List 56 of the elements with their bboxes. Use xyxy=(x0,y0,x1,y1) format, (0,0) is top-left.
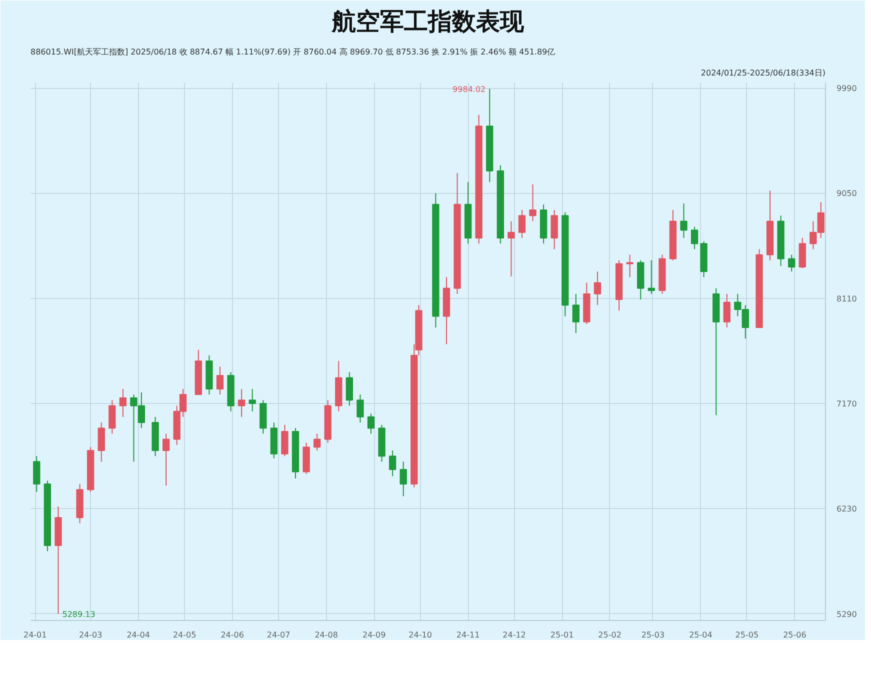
candlestick xyxy=(313,433,321,451)
candlestick xyxy=(281,424,288,457)
candlestick xyxy=(680,203,688,238)
y-tick-label: 6230 xyxy=(836,504,857,514)
chart-title: 航空军工指数表现 xyxy=(331,8,525,36)
candlestick xyxy=(108,400,116,434)
candlestick xyxy=(508,220,515,277)
candlestick xyxy=(798,237,806,269)
annotation: 5289.13 xyxy=(62,610,96,619)
candlestick xyxy=(346,372,354,406)
candlestick xyxy=(162,433,170,486)
candlestick xyxy=(388,450,396,477)
candlestick xyxy=(723,293,730,328)
candlestick xyxy=(367,413,375,434)
candlestick xyxy=(648,260,655,294)
x-tick-label: 24-01 xyxy=(24,630,47,640)
candlestick xyxy=(119,388,127,418)
candlestick xyxy=(400,461,407,497)
candlestick xyxy=(626,254,634,278)
x-tick-label: 25-05 xyxy=(735,630,759,640)
y-tick-label: 7170 xyxy=(836,400,857,409)
y-tick-label: 9050 xyxy=(836,189,857,198)
candlestick xyxy=(788,254,796,272)
x-tick-label: 24-11 xyxy=(456,630,480,640)
candlestick xyxy=(690,226,698,250)
candlestick xyxy=(572,293,580,334)
candlestick xyxy=(98,422,105,462)
candlestick xyxy=(356,394,364,424)
candlestick xyxy=(594,271,602,306)
x-tick-label: 25-04 xyxy=(689,630,712,640)
x-tick-label: 24-08 xyxy=(314,630,338,640)
x-tick-label: 24-04 xyxy=(126,630,150,640)
annotation: 9984.02 xyxy=(452,84,486,94)
candlestick xyxy=(33,456,40,492)
candlestick xyxy=(550,210,558,250)
candlestick xyxy=(518,210,526,238)
x-tick-label: 25-01 xyxy=(550,630,574,640)
x-tick-label: 25-02 xyxy=(598,630,622,640)
y-tick-label: 8110 xyxy=(836,294,857,304)
y-tick-label: 5290 xyxy=(836,610,857,619)
y-tick-label: 9990 xyxy=(836,84,857,94)
x-tick-label: 24-09 xyxy=(362,630,386,640)
x-tick-label: 24-07 xyxy=(266,630,290,640)
text: 2024/01/25-2025/06/18(334日) xyxy=(700,68,826,78)
candlestick xyxy=(238,388,246,418)
x-tick-label: 24-10 xyxy=(408,630,432,640)
x-tick-label: 25-06 xyxy=(783,630,806,640)
candlestick xyxy=(248,388,256,412)
x-tick-label: 24-12 xyxy=(502,630,526,640)
candlestick xyxy=(529,184,536,222)
x-tick-label: 24-03 xyxy=(78,630,102,640)
x-tick-label: 25-03 xyxy=(641,630,665,640)
x-tick-label: 24-05 xyxy=(172,630,196,640)
text: 886015.WI[航天军工指数] 2025/06/18 收 8874.67 幅 1.11%(97.69) 开 8760.04 高 8969.70 低 8753.36 换 2.91% 振 2.46% 额 451.89亿 xyxy=(30,48,556,56)
x-tick-label: 24-06 xyxy=(220,630,244,640)
candlestick xyxy=(216,366,224,396)
